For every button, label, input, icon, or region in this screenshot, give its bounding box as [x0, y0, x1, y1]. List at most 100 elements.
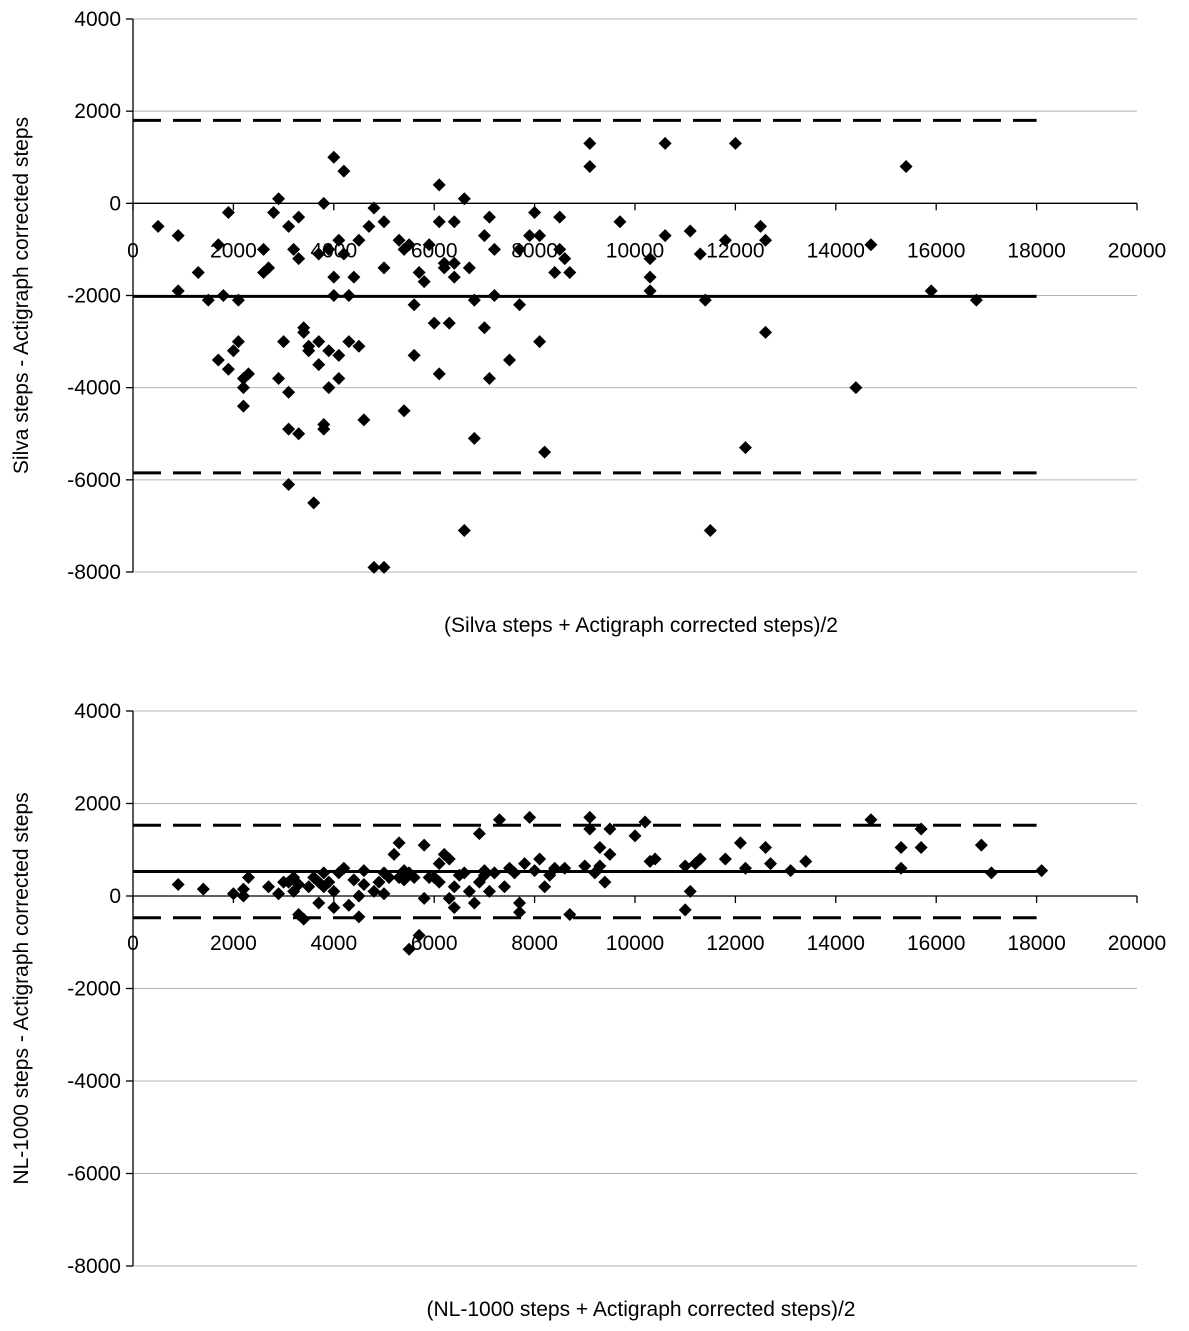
data-point	[352, 339, 366, 353]
x-tick-label: 6000	[411, 239, 458, 262]
data-point	[558, 252, 572, 266]
data-point	[432, 178, 446, 192]
data-point	[457, 524, 471, 538]
data-point	[482, 371, 496, 385]
data-point	[257, 242, 271, 256]
y-tick-label: -8000	[67, 1255, 121, 1278]
data-point	[864, 813, 878, 827]
data-point	[422, 238, 436, 252]
data-point	[759, 325, 773, 339]
data-point	[402, 942, 416, 956]
data-point	[312, 896, 326, 910]
data-point	[548, 265, 562, 279]
data-point	[538, 880, 552, 894]
data-point	[402, 238, 416, 252]
data-point	[241, 367, 255, 381]
data-point	[513, 242, 527, 256]
x-tick-label: 8000	[511, 932, 558, 955]
data-point	[292, 877, 306, 891]
data-point	[698, 293, 712, 307]
data-point	[477, 864, 491, 878]
data-point	[322, 875, 336, 889]
data-point	[738, 861, 752, 875]
data-point	[211, 353, 225, 367]
data-point	[759, 840, 773, 854]
data-point	[533, 335, 547, 349]
x-tick-label: 4000	[310, 932, 357, 955]
data-point	[417, 891, 431, 905]
x-axis-title: (Silva steps + Actigraph corrected steps…	[444, 614, 838, 637]
data-point	[282, 477, 296, 491]
data-point	[497, 880, 511, 894]
data-point	[342, 335, 356, 349]
data-point	[643, 284, 657, 298]
data-point	[482, 884, 496, 898]
data-point	[548, 861, 562, 875]
data-point	[392, 836, 406, 850]
x-axis-title: (NL-1000 steps + Actigraph corrected ste…	[427, 1298, 856, 1321]
x-tick-label: 2000	[210, 932, 257, 955]
data-point	[718, 852, 732, 866]
y-tick-label: -8000	[67, 561, 121, 584]
data-point	[1035, 864, 1049, 878]
data-point	[508, 866, 522, 880]
data-point	[784, 864, 798, 878]
data-point	[221, 362, 235, 376]
data-point	[482, 210, 496, 224]
data-point	[347, 873, 361, 887]
data-point	[638, 815, 652, 829]
data-point	[282, 385, 296, 399]
data-point	[683, 884, 697, 898]
x-tick-label: 0	[127, 239, 139, 262]
data-point	[518, 857, 532, 871]
x-tick-label: 18000	[1007, 932, 1065, 955]
data-point	[312, 358, 326, 372]
data-point	[487, 866, 501, 880]
data-point	[738, 441, 752, 455]
data-point	[327, 289, 341, 302]
data-point	[563, 265, 577, 279]
x-tick-label: 12000	[706, 239, 764, 262]
data-point	[462, 884, 476, 898]
data-point	[151, 219, 165, 233]
data-point	[437, 256, 451, 270]
y-tick-label: -4000	[67, 377, 121, 400]
data-point	[563, 908, 577, 921]
data-point	[191, 265, 205, 279]
x-tick-label: 16000	[907, 239, 965, 262]
data-point	[513, 905, 527, 919]
data-point	[377, 215, 391, 229]
data-point	[593, 840, 607, 854]
data-point	[392, 233, 406, 247]
data-point	[427, 316, 441, 330]
y-tick-label: -6000	[67, 469, 121, 492]
data-point	[643, 252, 657, 266]
data-point	[974, 838, 988, 852]
data-point	[236, 882, 250, 896]
silva-bland-altman-chart: 400020000-2000-4000-6000-800002000400060…	[10, 8, 1166, 637]
data-point	[457, 192, 471, 206]
data-point	[528, 864, 542, 878]
data-point	[412, 928, 426, 942]
data-point	[693, 852, 707, 866]
data-point	[367, 201, 381, 215]
data-point	[262, 880, 276, 894]
data-point	[302, 880, 316, 894]
data-point	[487, 289, 501, 302]
y-tick-label: -4000	[67, 1070, 121, 1093]
data-point	[718, 233, 732, 247]
data-point	[382, 871, 396, 884]
data-point	[357, 864, 371, 878]
data-point	[407, 871, 421, 884]
data-point	[457, 866, 471, 880]
y-tick-label: 0	[109, 192, 121, 215]
data-point	[342, 289, 356, 302]
data-point	[703, 524, 717, 538]
data-point	[216, 289, 230, 302]
data-point	[302, 344, 316, 358]
data-point	[487, 242, 501, 256]
data-point	[367, 884, 381, 898]
data-point	[899, 159, 913, 173]
